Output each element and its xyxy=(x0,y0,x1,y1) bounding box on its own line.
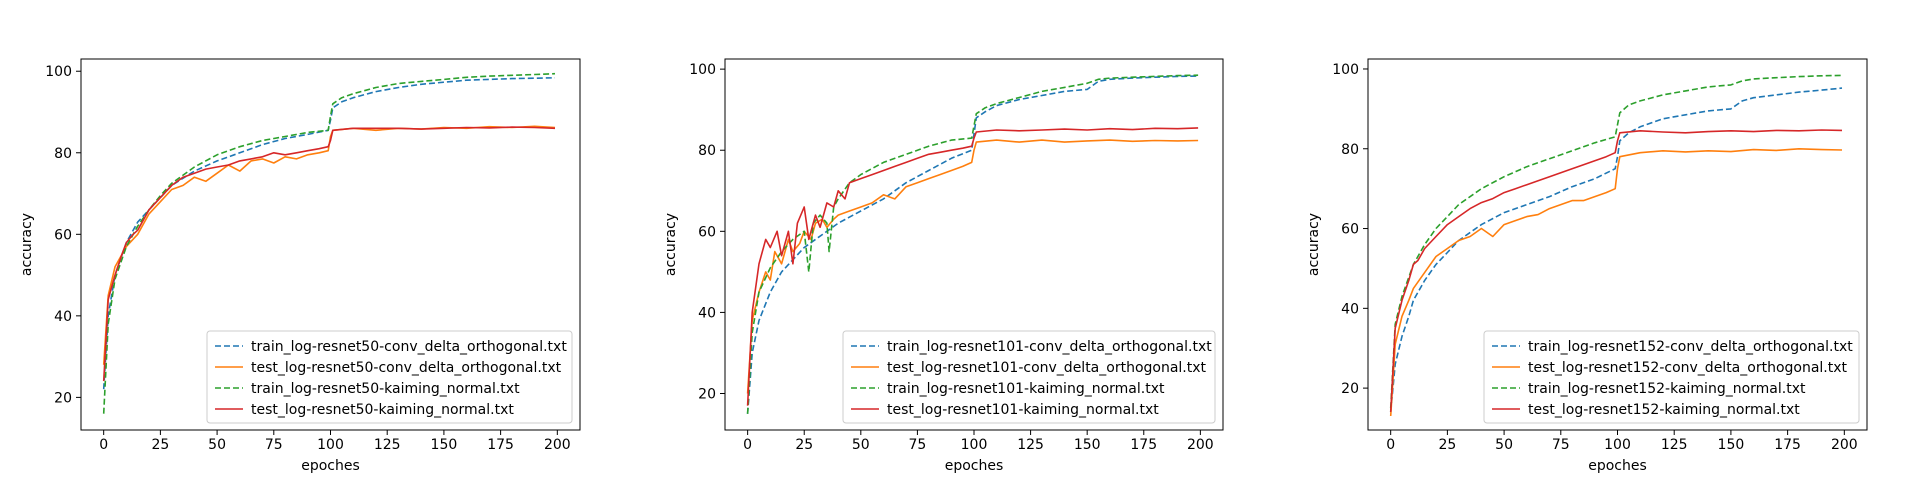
x-tick-label: 175 xyxy=(1130,437,1157,453)
x-tick-label: 125 xyxy=(1017,437,1044,453)
legend-entry: test_log-resnet101-kaiming_normal.txt xyxy=(887,402,1159,418)
legend-entry: train_log-resnet152-kaiming_normal.txt xyxy=(1528,381,1806,397)
y-tick-label: 20 xyxy=(54,390,72,406)
x-tick-label: 0 xyxy=(1386,437,1395,453)
x-tick-label: 75 xyxy=(1552,437,1570,453)
legend-entry: test_log-resnet50-conv_delta_orthogonal.… xyxy=(251,360,562,376)
x-tick-label: 75 xyxy=(265,437,283,453)
series-line-1 xyxy=(746,75,1199,414)
x-tick-label: 150 xyxy=(1718,437,1745,453)
legend-entry: test_log-resnet152-conv_delta_orthogonal… xyxy=(1528,360,1848,376)
x-tick-label: 150 xyxy=(431,437,458,453)
y-tick-label: 100 xyxy=(689,62,716,78)
series-line-4 xyxy=(1389,129,1843,413)
legend: train_log-resnet50-conv_delta_orthogonal… xyxy=(206,330,573,424)
x-tick-label: 175 xyxy=(487,437,514,453)
y-tick-label: 20 xyxy=(1341,381,1359,397)
x-tick-label: 75 xyxy=(908,437,926,453)
legend-entry: test_log-resnet50-kaiming_normal.txt xyxy=(251,402,514,418)
x-tick-label: 125 xyxy=(1661,437,1688,453)
x-tick-label: 100 xyxy=(1604,437,1631,453)
plot-frame xyxy=(80,58,581,431)
y-tick-label: 80 xyxy=(698,143,716,159)
x-tick-label: 0 xyxy=(99,437,108,453)
series-line-2 xyxy=(102,125,556,365)
y-axis-label: accuracy xyxy=(19,213,35,276)
legend-entry: test_log-resnet101-conv_delta_orthogonal… xyxy=(887,360,1207,376)
x-tick-label: 50 xyxy=(852,437,870,453)
y-tick-label: 60 xyxy=(54,227,72,243)
x-axis-label: epoches xyxy=(1588,458,1647,474)
legend-box xyxy=(206,330,573,424)
legend-entry: train_log-resnet50-kaiming_normal.txt xyxy=(251,381,520,397)
x-tick-label: 25 xyxy=(1438,437,1456,453)
x-tick-label: 25 xyxy=(795,437,813,453)
legend-box xyxy=(842,330,1216,424)
x-tick-label: 100 xyxy=(317,437,344,453)
legend: train_log-resnet152-conv_delta_orthogona… xyxy=(1483,330,1860,424)
y-axis-label: accuracy xyxy=(663,213,679,276)
plot-frame xyxy=(1367,58,1868,431)
x-tick-label: 100 xyxy=(961,437,988,453)
x-tick-label: 175 xyxy=(1774,437,1801,453)
y-tick-label: 20 xyxy=(698,387,716,403)
x-axis-label: epoches xyxy=(945,458,1004,474)
y-tick-label: 40 xyxy=(1341,301,1359,317)
x-tick-label: 200 xyxy=(1831,437,1858,453)
x-tick-label: 150 xyxy=(1074,437,1101,453)
series-line-3 xyxy=(102,72,556,414)
series-line-2 xyxy=(1389,148,1843,417)
series-line-4 xyxy=(102,126,556,382)
series-line-4 xyxy=(746,127,1199,406)
y-tick-label: 60 xyxy=(1341,222,1359,238)
x-tick-label: 50 xyxy=(1495,437,1513,453)
legend-entry: train_log-resnet152-conv_delta_orthogona… xyxy=(1528,339,1853,355)
y-axis-label: accuracy xyxy=(1306,213,1322,276)
x-tick-label: 200 xyxy=(544,437,571,453)
y-tick-label: 100 xyxy=(45,64,72,80)
x-tick-label: 50 xyxy=(208,437,226,453)
y-tick-label: 80 xyxy=(1341,142,1359,158)
x-tick-label: 25 xyxy=(151,437,169,453)
legend-box xyxy=(1483,330,1860,424)
series-line-1 xyxy=(102,77,556,390)
y-tick-label: 40 xyxy=(54,309,72,325)
y-tick-label: 80 xyxy=(54,146,72,162)
y-tick-label: 40 xyxy=(698,305,716,321)
x-tick-label: 125 xyxy=(374,437,401,453)
y-tick-label: 60 xyxy=(698,224,716,240)
x-tick-label: 0 xyxy=(743,437,752,453)
legend-entry: train_log-resnet50-conv_delta_orthogonal… xyxy=(251,339,567,355)
y-tick-label: 100 xyxy=(1332,62,1359,78)
x-tick-label: 200 xyxy=(1187,437,1214,453)
x-axis-label: epoches xyxy=(301,458,360,474)
series-line-3 xyxy=(746,74,1199,414)
series-line-3 xyxy=(1389,74,1843,409)
legend-entry: train_log-resnet101-kaiming_normal.txt xyxy=(887,381,1165,397)
plot-frame xyxy=(724,58,1224,431)
chart-panel-2: 0 25 50 75 100 125 150 175 200 20 40 60 80 100 epoches… xyxy=(663,58,1224,474)
legend: train_log-resnet101-conv_delta_orthogona… xyxy=(842,330,1216,424)
legend-entry: train_log-resnet101-conv_delta_orthogona… xyxy=(887,339,1212,355)
legend-entry: test_log-resnet152-kaiming_normal.txt xyxy=(1528,402,1800,418)
series-line-1 xyxy=(1389,87,1843,413)
chart-panel-3: 0 25 50 75 100 125 150 175 200 20 40 60 80 100 epoches… xyxy=(1306,58,1868,474)
chart-panel-1: 0 25 50 75 100 125 150 175 200 20 40 60 80 100 epoches… xyxy=(19,58,581,474)
